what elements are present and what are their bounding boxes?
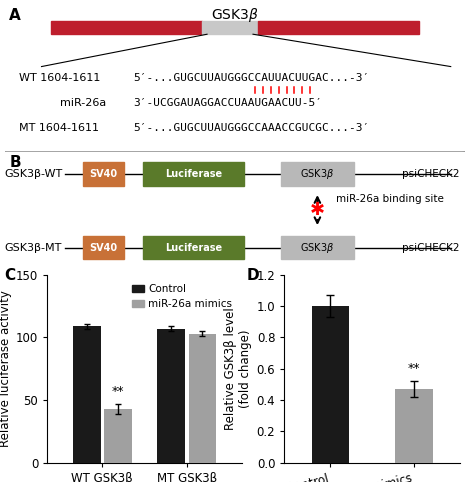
Text: GSK3$\beta$: GSK3$\beta$ [300,167,335,181]
Bar [104,409,132,463]
Text: **: ** [112,385,124,398]
Text: WT 1604-1611: WT 1604-1611 [18,73,100,83]
Bar [281,162,354,186]
Text: MT 1604-1611: MT 1604-1611 [18,123,99,134]
Text: psiCHECK2: psiCHECK2 [402,169,460,179]
Text: miR-26a binding site: miR-26a binding site [336,194,444,204]
Text: B: B [9,155,21,170]
Text: GSK3β-MT: GSK3β-MT [5,242,62,253]
Bar [202,21,258,34]
Bar [189,334,217,463]
Bar [51,21,202,34]
Text: Luciferase: Luciferase [164,169,222,179]
Text: SV40: SV40 [90,242,118,253]
Text: 3′-UCGGAUAGGACCUAAUGAACUU-5′: 3′-UCGGAUAGGACCUAAUGAACUU-5′ [134,98,322,108]
Text: A: A [9,8,21,23]
Bar [143,236,244,259]
Text: SV40: SV40 [90,169,118,179]
Text: GSK3β-WT: GSK3β-WT [5,169,63,179]
Text: 5′-...GUGCUUAUGGGCCAUUACUUGAC...-3′: 5′-...GUGCUUAUGGGCCAUUACUUGAC...-3′ [134,73,370,83]
Y-axis label: Relative GSK3β level
(fold change): Relative GSK3β level (fold change) [225,308,253,430]
FancyBboxPatch shape [0,4,471,152]
Bar [157,329,185,463]
Bar [258,21,419,34]
Text: C: C [5,268,16,282]
Text: ✱: ✱ [310,201,325,219]
Bar [311,306,349,463]
Text: **: ** [408,362,420,375]
Text: Luciferase: Luciferase [164,242,222,253]
Text: GSK3$\beta$: GSK3$\beta$ [210,6,259,24]
Y-axis label: Relative luciferase activity: Relative luciferase activity [0,290,12,447]
Text: psiCHECK2: psiCHECK2 [402,242,460,253]
Bar [281,236,354,259]
Bar [83,162,124,186]
Text: GSK3$\beta$: GSK3$\beta$ [300,241,335,254]
Bar [143,162,244,186]
Legend: Control, miR-26a mimics: Control, miR-26a mimics [128,280,237,313]
Bar [73,326,100,463]
Text: 5′-...GUGCUUAUGGGCCAAACCGUCGC...-3′: 5′-...GUGCUUAUGGGCCAAACCGUCGC...-3′ [134,123,370,134]
Bar [395,389,433,463]
Text: D: D [246,268,259,282]
Text: miR-26a: miR-26a [60,98,106,108]
Bar [83,236,124,259]
